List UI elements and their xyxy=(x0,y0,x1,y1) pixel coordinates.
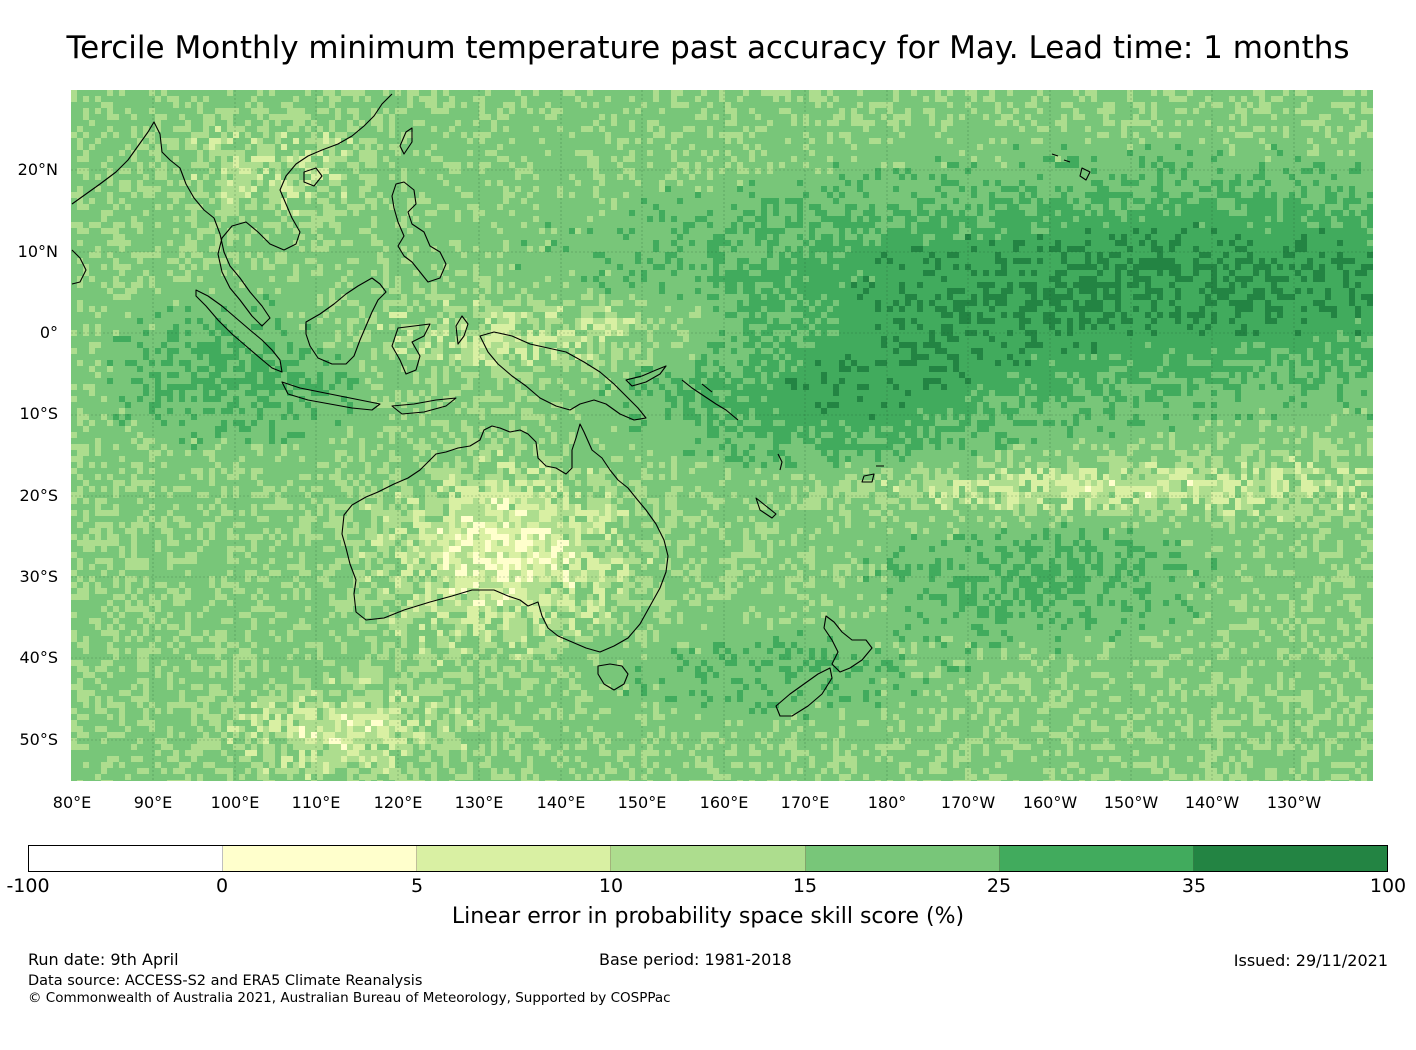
lon-label-110e: 110°E xyxy=(292,793,341,812)
lon-label-140e: 140°E xyxy=(537,793,586,812)
coastline-lesser-sunda xyxy=(391,397,457,415)
coastline-java xyxy=(281,381,381,411)
coastline-halmahera xyxy=(455,315,469,345)
coastline-new-guinea xyxy=(479,331,647,421)
coastline-taiwan xyxy=(399,127,413,155)
colorbar-tick: 100 xyxy=(1370,875,1406,897)
lon-label-180: 180° xyxy=(868,793,907,812)
skill-score-grid xyxy=(71,90,1373,781)
coastline-new-britain xyxy=(625,365,667,387)
lat-label-10n: 10°N xyxy=(0,242,58,261)
coastline-solomon-islands xyxy=(681,379,739,421)
colorbar-segment-35-100 xyxy=(1193,846,1387,871)
colorbar-tick: 15 xyxy=(793,875,817,897)
coastline-sumatra xyxy=(195,289,283,373)
coastline-new-zealand-south xyxy=(775,667,833,717)
data-source: Data source: ACCESS-S2 and ERA5 Climate … xyxy=(28,973,422,989)
lon-label-140w: 140°W xyxy=(1185,793,1239,812)
colorbar-tick: 25 xyxy=(987,875,1011,897)
coastline-tasmania xyxy=(597,663,629,691)
lon-label-160e: 160°E xyxy=(700,793,749,812)
coastlines xyxy=(71,93,1091,717)
colorbar-segment-10-15 xyxy=(611,846,806,871)
run-date: Run date: 9th April xyxy=(28,950,179,969)
coastline-mainland-asia xyxy=(71,93,393,327)
coastline-fiji xyxy=(861,465,884,483)
map-title: Tercile Monthly minimum temperature past… xyxy=(0,30,1416,66)
lon-label-130w: 130°W xyxy=(1267,793,1321,812)
lon-label-130e: 130°E xyxy=(455,793,504,812)
coastline-borneo xyxy=(305,277,387,365)
lon-label-150w: 150°W xyxy=(1104,793,1158,812)
lon-label-170w: 170°W xyxy=(941,793,995,812)
lat-label-0: 0° xyxy=(0,323,58,342)
lon-label-150e: 150°E xyxy=(618,793,667,812)
colorbar-segment-0-5 xyxy=(223,846,418,871)
issued-date: Issued: 29/11/2021 xyxy=(1234,951,1388,970)
lon-label-160w: 160°W xyxy=(1023,793,1077,812)
lat-label-20s: 20°S xyxy=(0,486,58,505)
colorbar-segment-neg100-0 xyxy=(29,846,224,871)
lon-label-170e: 170°E xyxy=(781,793,830,812)
coastline-australia xyxy=(341,423,669,653)
lon-label-80e: 80°E xyxy=(53,793,91,812)
lon-label-100e: 100°E xyxy=(211,793,260,812)
colorbar-tick: 0 xyxy=(216,875,228,897)
colorbar-tick: -100 xyxy=(6,875,49,897)
lat-label-50s: 50°S xyxy=(0,730,58,749)
coastline-philippines xyxy=(391,181,447,283)
colorbar-segment-5-10 xyxy=(417,846,612,871)
coastline-new-caledonia xyxy=(755,497,777,519)
colorbar-segment-15-25 xyxy=(805,846,1000,871)
colorbar xyxy=(28,845,1388,872)
graticule xyxy=(71,90,1373,781)
coastline-sri-lanka xyxy=(71,249,87,285)
lon-label-90e: 90°E xyxy=(134,793,172,812)
lat-label-10s: 10°S xyxy=(0,404,58,423)
colorbar-segment-25-35 xyxy=(999,846,1194,871)
base-period: Base period: 1981-2018 xyxy=(599,950,792,969)
colorbar-tick: 10 xyxy=(599,875,623,897)
lat-label-40s: 40°S xyxy=(0,648,58,667)
colorbar-tick: 5 xyxy=(411,875,423,897)
copyright: © Commonwealth of Australia 2021, Austra… xyxy=(28,990,671,1006)
colorbar-title: Linear error in probability space skill … xyxy=(0,904,1416,929)
lat-label-30s: 30°S xyxy=(0,567,58,586)
coastline-new-zealand-north xyxy=(823,615,873,673)
coastline-hainan xyxy=(303,167,323,187)
coastline-sulawesi xyxy=(391,323,431,375)
skill-score-map xyxy=(71,90,1373,781)
colorbar-tick: 35 xyxy=(1182,875,1206,897)
lon-label-120e: 120°E xyxy=(374,793,423,812)
coastline-hawaii xyxy=(1051,153,1091,181)
lat-label-20n: 20°N xyxy=(0,160,58,179)
coastline-vanuatu xyxy=(777,453,783,471)
